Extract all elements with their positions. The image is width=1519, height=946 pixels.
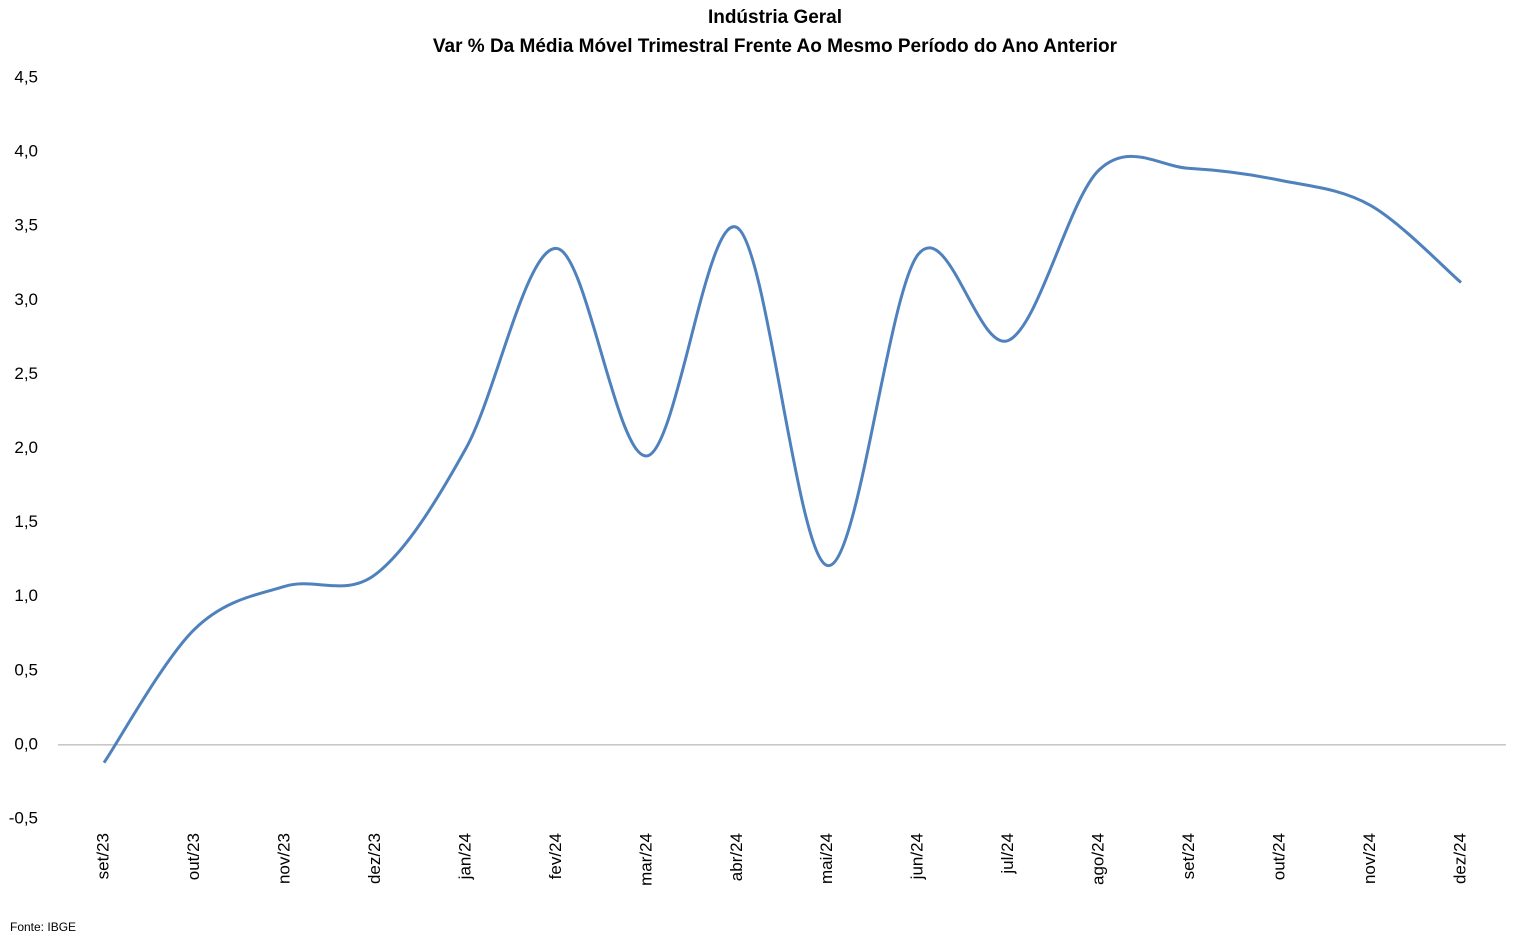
chart-title: Indústria Geral	[708, 7, 842, 28]
x-tick-label: mai/24	[817, 833, 836, 884]
x-tick-label: jul/24	[998, 833, 1017, 875]
x-tick-label: ago/24	[1089, 833, 1108, 885]
x-tick-label: jun/24	[908, 833, 927, 880]
y-tick-label: -0,5	[9, 808, 38, 827]
y-tick-label: 2,0	[14, 438, 38, 457]
y-tick-label: 4,0	[14, 142, 38, 161]
y-tick-label: 3,5	[14, 216, 38, 235]
data-line	[102, 154, 1462, 764]
y-tick-label: 0,5	[14, 660, 38, 679]
y-tick-label: 3,0	[14, 290, 38, 309]
x-tick-label: nov/24	[1360, 833, 1379, 884]
y-tick-label: 0,0	[14, 734, 38, 753]
x-tick-label: set/23	[93, 833, 112, 879]
y-tick-label: 1,0	[14, 586, 38, 605]
x-tick-label: dez/24	[1450, 833, 1469, 884]
x-tick-label: dez/23	[365, 833, 384, 884]
x-tick-label: abr/24	[727, 833, 746, 881]
x-tick-label: jan/24	[455, 833, 474, 880]
x-tick-label: set/24	[1179, 833, 1198, 879]
y-tick-label: 1,5	[14, 512, 38, 531]
y-tick-label: 2,5	[14, 364, 38, 383]
x-tick-label: nov/23	[274, 833, 293, 884]
source: Fonte: IBGE	[10, 920, 76, 934]
y-tick-label: 4,5	[14, 67, 38, 86]
x-tick-label: out/23	[184, 833, 203, 880]
x-tick-label: mar/24	[636, 833, 655, 886]
chart-subtitle: Var % Da Média Móvel Trimestral Frente A…	[433, 36, 1118, 57]
x-tick-label: fev/24	[546, 833, 565, 879]
x-tick-label: out/24	[1270, 833, 1289, 880]
